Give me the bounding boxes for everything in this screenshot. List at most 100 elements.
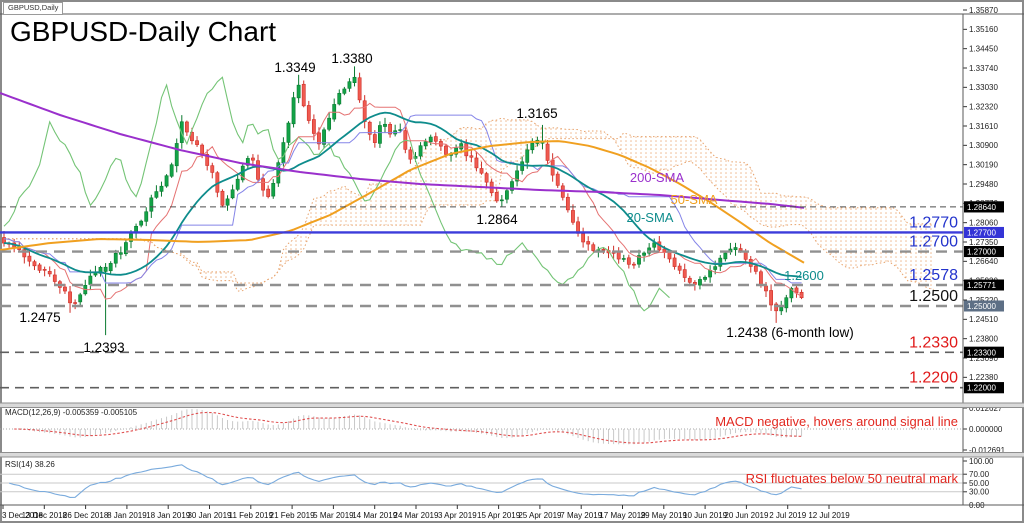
candle-bull: [510, 181, 514, 191]
candle-bear: [63, 286, 67, 292]
axis-tick-label: 1.29480: [969, 180, 998, 189]
candle-bear: [357, 77, 362, 101]
candle-bear: [433, 136, 438, 142]
date-tick-label: 20 Jun 2019: [724, 511, 769, 520]
axis-tick-label: 1.35870: [969, 6, 998, 15]
candle-bull: [78, 294, 83, 303]
candle-bull: [291, 97, 296, 125]
candle-bear: [632, 263, 636, 266]
axis-price-box: [964, 382, 1004, 394]
candle-bear: [27, 255, 32, 262]
candle-bull: [454, 147, 459, 155]
price-annotation: 1.3349: [274, 60, 315, 75]
axis-tick-label: 1.35160: [969, 25, 998, 34]
candle-bull: [520, 161, 525, 171]
candle-bear: [494, 192, 499, 202]
candle-bear: [764, 285, 768, 292]
candle-bull: [245, 158, 250, 166]
date-tick-label: 3 Apr 2019: [438, 511, 477, 520]
candle-bull: [271, 183, 276, 197]
axis-price-box-label: 1.23300: [967, 348, 996, 357]
axis-tick-label: 1.24510: [969, 315, 998, 324]
axis-price-box: [964, 300, 1004, 312]
candlesticks: [2, 66, 804, 336]
candle-bull: [718, 257, 723, 267]
axis-price-box: [964, 201, 1004, 213]
kumo-cloud-area: [4, 118, 934, 292]
main-macd-separator[interactable]: [0, 403, 1024, 408]
candle-bull: [332, 104, 337, 120]
candle-bull: [637, 255, 641, 265]
candle-bear: [626, 257, 631, 265]
candle-bear: [479, 168, 484, 174]
candle-bear: [545, 143, 550, 161]
date-tick-label: 3 Dec 2018: [2, 511, 43, 520]
date-tick-label: 12 Jul 2019: [808, 511, 850, 520]
candle-bear: [367, 121, 372, 135]
axis-tick-label: 1.33740: [969, 64, 998, 73]
axis-tick-label: 1.22380: [969, 373, 998, 382]
candle-bull: [108, 263, 113, 272]
axis-tick-label: 1.31610: [969, 122, 998, 131]
date-tick-label: 2 Jul 2019: [769, 511, 806, 520]
candle-bull: [621, 258, 626, 260]
axis-tick-label: 1.30190: [969, 160, 998, 169]
date-tick-label: 5 Mar 2019: [313, 511, 354, 520]
macd-panel[interactable]: 0.012627 0.000000 -0.012691: [0, 404, 1006, 455]
axis-price-box: [964, 279, 1004, 291]
sma200-line: [0, 92, 805, 209]
candle-bear: [32, 261, 37, 267]
candle-bear: [474, 157, 479, 169]
price-annotation: 1.2393: [83, 340, 124, 355]
axis-tick-label: 1.25220: [969, 296, 998, 305]
price-annotation: 1.3165: [516, 106, 557, 121]
chart-annotations: 1.2770 1.2700 1.2578 1.2500 1.2330 1.2200 1.33…: [19, 51, 958, 387]
candle-bull: [113, 252, 118, 264]
candle-bull: [327, 117, 332, 130]
date-tick-label: 8 Jan 2019: [107, 511, 147, 520]
macd-axis-label: 0.000000: [969, 425, 1003, 434]
candle-bull: [703, 276, 707, 280]
candle-bull: [281, 142, 286, 164]
axis-price-box-label: 1.25000: [967, 302, 996, 311]
axis-price-box-label: 1.27000: [967, 248, 996, 257]
candle-bear: [200, 144, 205, 155]
candle-bull: [378, 125, 382, 144]
candle-bull: [118, 252, 123, 255]
chart-tab-gbpusd-daily[interactable]: GBPUSD,Daily: [3, 2, 64, 15]
candle-bear: [205, 154, 210, 166]
candle-bear: [256, 160, 260, 180]
candle-bear: [565, 196, 570, 211]
candle-bear: [769, 290, 773, 306]
ma-label: 1.2600: [784, 268, 824, 283]
axis-tick-label: 1.23090: [969, 354, 998, 363]
candle-bull: [428, 136, 433, 143]
candle-bull: [342, 88, 347, 94]
candle-bear: [251, 157, 255, 161]
candle-bull: [337, 93, 342, 105]
ichimoku-cloud: [4, 117, 934, 292]
macd-rsi-separator[interactable]: [0, 452, 1024, 458]
ma-label: 50-SMA: [671, 192, 718, 207]
rsi-axis-label: 50.00: [969, 479, 990, 488]
candle-bull: [225, 198, 230, 206]
candle-bear: [52, 274, 57, 282]
date-tick-label: 30 Jan 2019: [187, 511, 232, 520]
date-tick-label: 11 Feb 2019: [229, 511, 274, 520]
axis-price-box: [964, 226, 1004, 238]
candle-bull: [733, 247, 738, 251]
axis-tick-label: 1.26640: [969, 257, 998, 266]
candle-bear: [22, 249, 27, 258]
horizontal-levels: [0, 206, 963, 389]
ma-label: 20-SMA: [627, 210, 674, 225]
macd-indicator-label: MACD(12,26,9) -0.005359 -0.005105: [5, 408, 138, 417]
candle-bull: [174, 143, 179, 167]
candle-bear: [47, 271, 52, 275]
panel-frames: [0, 13, 1024, 506]
date-tick-label: 29 May 2019: [641, 511, 688, 520]
rsi-indicator-label: RSI(14) 38.26: [5, 460, 55, 469]
